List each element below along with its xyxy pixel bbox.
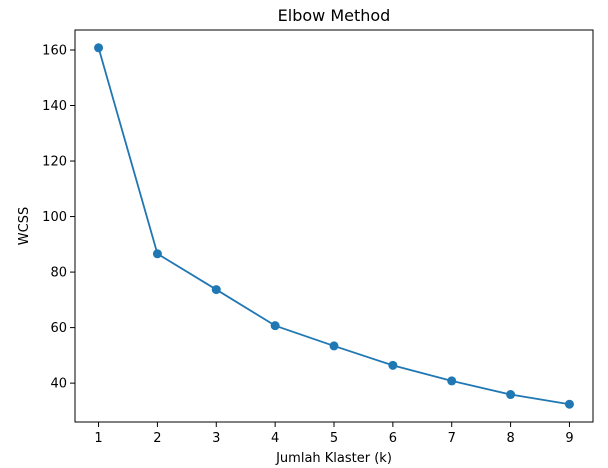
data-point [447, 376, 457, 386]
x-tick-label: 3 [212, 431, 220, 446]
y-axis: 40 60 80 100 120 140 160 [42, 43, 75, 392]
x-tick-label: 7 [448, 431, 456, 446]
data-point [388, 360, 398, 370]
x-tick-label: 5 [330, 431, 338, 446]
y-tick-label: 100 [42, 210, 67, 225]
data-point [506, 390, 516, 400]
data-point [211, 285, 221, 295]
data-point [564, 399, 574, 409]
data-point [329, 341, 339, 351]
x-tick-label: 4 [271, 431, 279, 446]
y-tick-label: 80 [50, 266, 67, 281]
data-point [152, 249, 162, 259]
x-tick-label: 2 [153, 431, 161, 446]
y-tick-label: 140 [42, 99, 67, 114]
series-line [97, 47, 570, 406]
y-tick-label: 120 [42, 155, 67, 170]
x-tick-label: 1 [94, 431, 102, 446]
y-axis-title: WCSS [17, 207, 32, 245]
x-tick-label: 6 [389, 431, 397, 446]
plot-area: 1 2 3 4 5 6 7 8 9 40 60 80 100 120 140 160 [42, 29, 594, 446]
y-tick-label: 40 [50, 377, 67, 392]
x-tick-label: 8 [506, 431, 514, 446]
y-tick-label: 160 [42, 43, 67, 58]
data-point [270, 321, 280, 331]
chart-title: Elbow Method [278, 6, 391, 25]
y-tick-label: 60 [50, 321, 67, 336]
plot-frame [74, 29, 594, 423]
series-layer [94, 43, 574, 409]
x-tick-label: 9 [565, 431, 573, 446]
x-axis-title: Jumlah Klaster (k) [275, 451, 392, 466]
x-axis: 1 2 3 4 5 6 7 8 9 [94, 422, 574, 446]
data-point [94, 43, 104, 53]
